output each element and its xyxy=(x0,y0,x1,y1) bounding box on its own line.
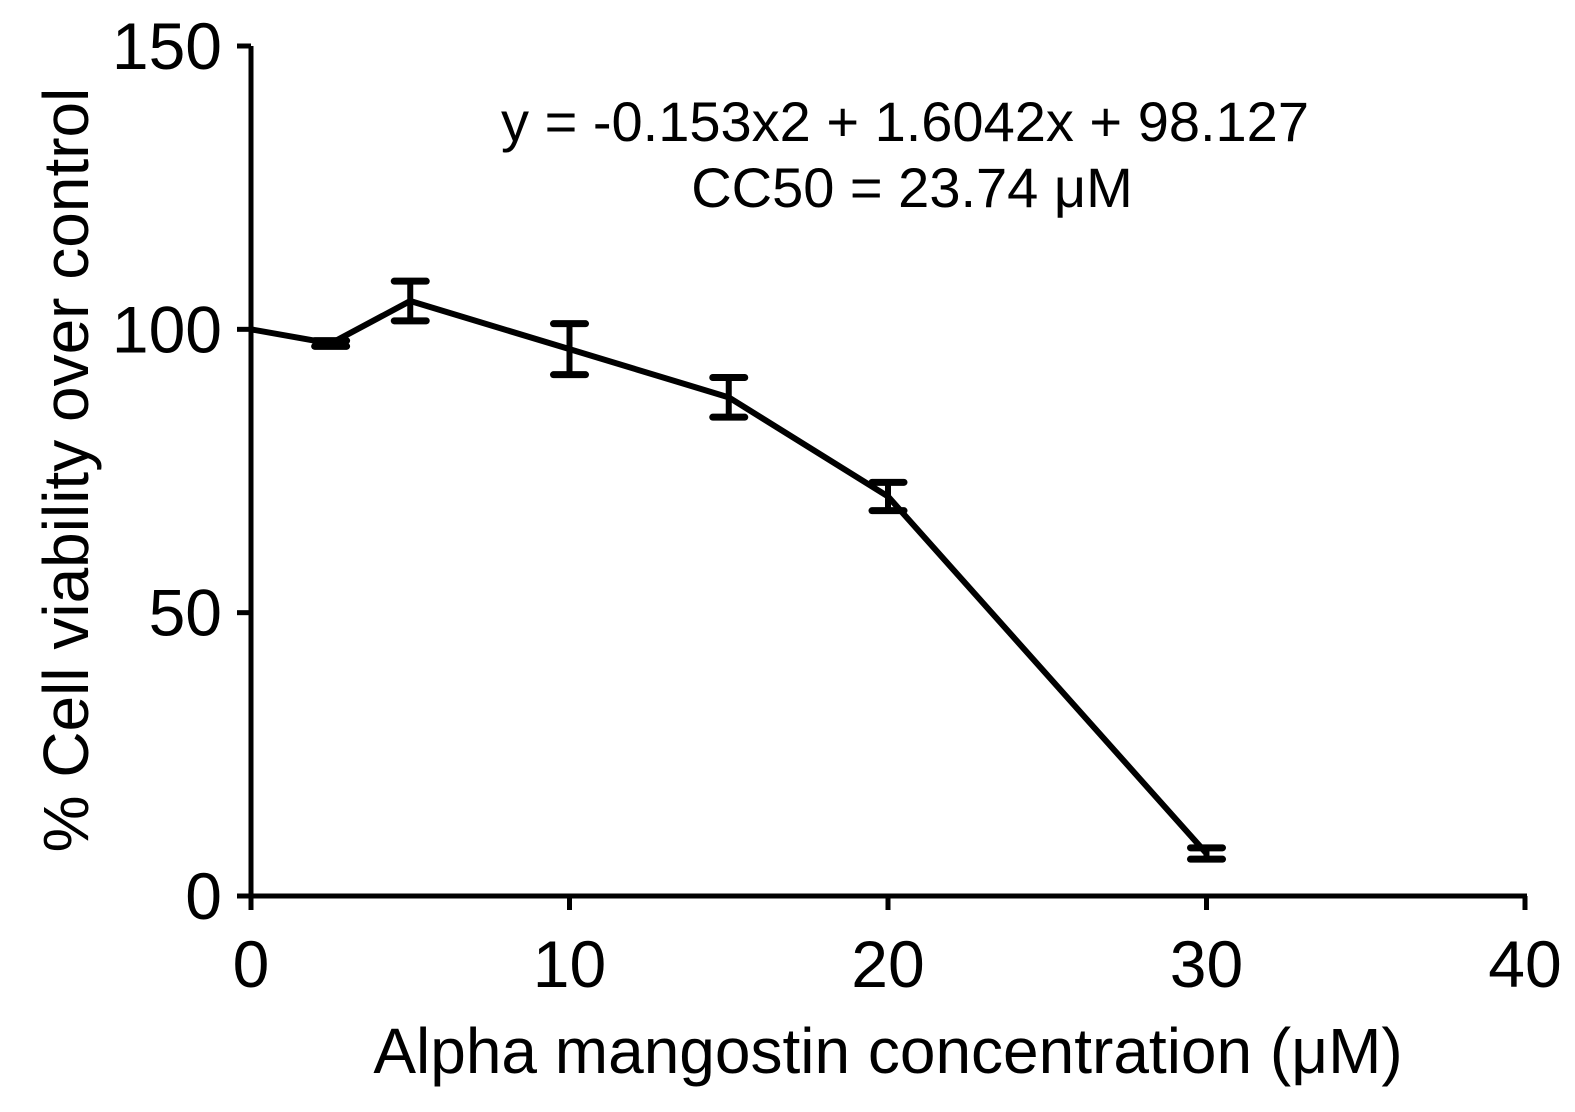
annotation-cc50: CC50 = 23.74 μM xyxy=(691,156,1133,219)
x-tick-label: 30 xyxy=(1170,927,1243,1001)
annotation-equation: y = -0.153x2 + 1.6042x + 98.127 xyxy=(501,90,1309,153)
data-marks xyxy=(250,277,1226,863)
labels: y = -0.153x2 + 1.6042x + 98.127 CC50 = 2… xyxy=(30,88,1403,1087)
ticks: 0 10 20 30 40 0 50 100 150 xyxy=(112,9,1562,1001)
y-tick-label: 150 xyxy=(112,9,222,83)
x-tick-label: 40 xyxy=(1488,927,1561,1001)
x-tick-label: 0 xyxy=(233,927,270,1001)
x-tick-label: 20 xyxy=(851,927,924,1001)
y-tick-label: 100 xyxy=(112,292,222,366)
x-tick-label: 10 xyxy=(533,927,606,1001)
y-axis-title: % Cell viability over control xyxy=(30,88,102,853)
x-axis-title: Alpha mangostin concentration (μM) xyxy=(373,1015,1402,1087)
y-tick-label: 0 xyxy=(185,859,222,933)
y-tick-label: 50 xyxy=(149,576,222,650)
